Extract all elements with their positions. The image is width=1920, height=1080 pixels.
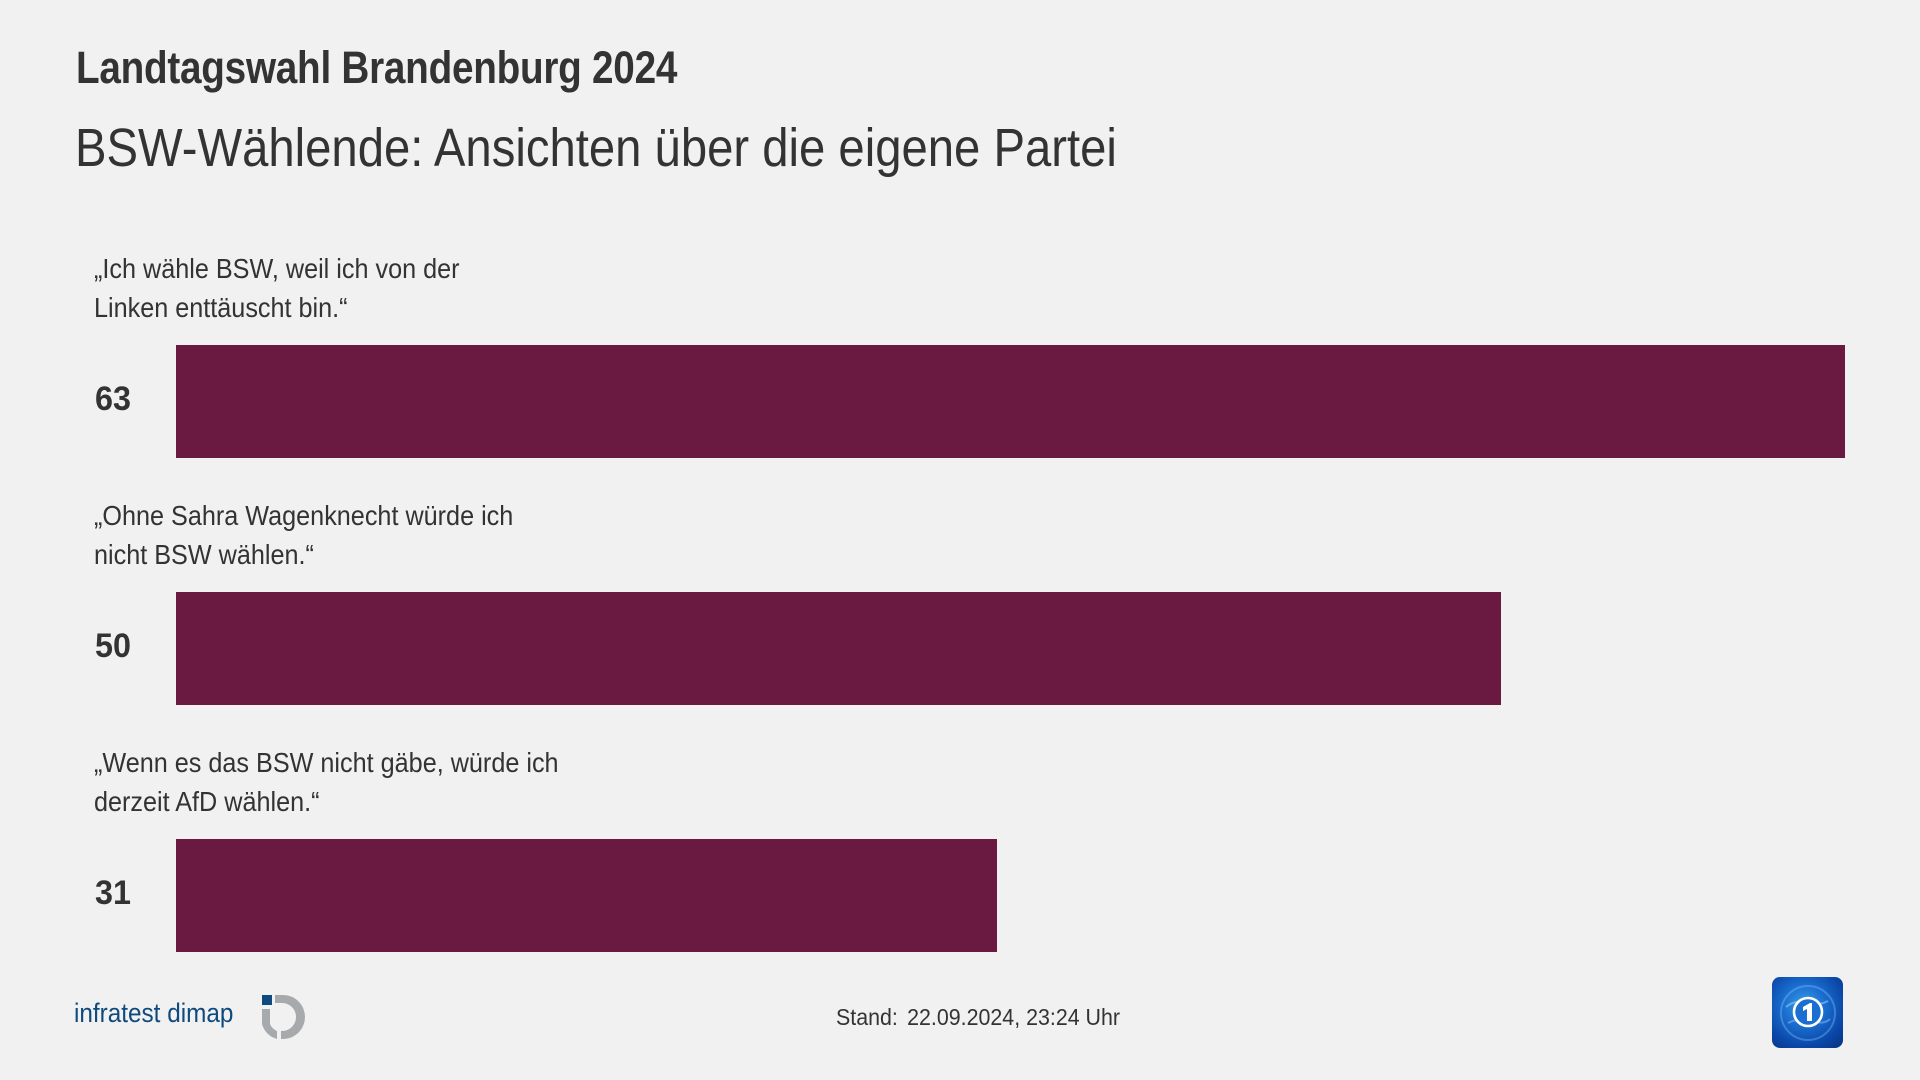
bar-label-line: „Ich wähle BSW, weil ich von der <box>94 253 460 284</box>
bar-label: „Ich wähle BSW, weil ich von der Linken … <box>94 249 460 327</box>
bar-label: „Ohne Sahra Wagenknecht würde ich nicht … <box>94 496 513 574</box>
bar-label-line: „Ohne Sahra Wagenknecht würde ich <box>94 500 514 531</box>
bar-label-line: derzeit AfD wählen.“ <box>94 786 320 817</box>
bar <box>176 345 1845 458</box>
bar-label-line: „Wenn es das BSW nicht gäbe, würde ich <box>94 747 559 778</box>
infratest-dimap-logo-icon <box>262 995 305 1039</box>
timestamp-label: Stand: <box>836 1004 898 1030</box>
tagesschau-ard-logo-icon <box>1772 977 1843 1048</box>
bar-label-line: nicht BSW wählen.“ <box>94 539 314 570</box>
chart-subtitle: BSW-Wählende: Ansichten über die eigene … <box>75 118 1117 178</box>
chart-title: Landtagswahl Brandenburg 2024 <box>76 42 678 93</box>
timestamp-value: 22.09.2024, 23:24 Uhr <box>907 1004 1121 1030</box>
bar-value: 50 <box>95 627 131 665</box>
bar <box>176 839 998 952</box>
bar-label: „Wenn es das BSW nicht gäbe, würde ich d… <box>94 743 559 821</box>
bar <box>176 592 1501 705</box>
timestamp: Stand: 22.09.2024, 23:24 Uhr <box>836 1002 1120 1032</box>
globe-one-icon <box>1780 985 1836 1041</box>
bar-label-line: Linken enttäuscht bin.“ <box>94 292 348 323</box>
bar-value: 31 <box>95 874 131 912</box>
source-name: infratest dimap <box>74 998 234 1028</box>
bar-value: 63 <box>95 380 131 418</box>
